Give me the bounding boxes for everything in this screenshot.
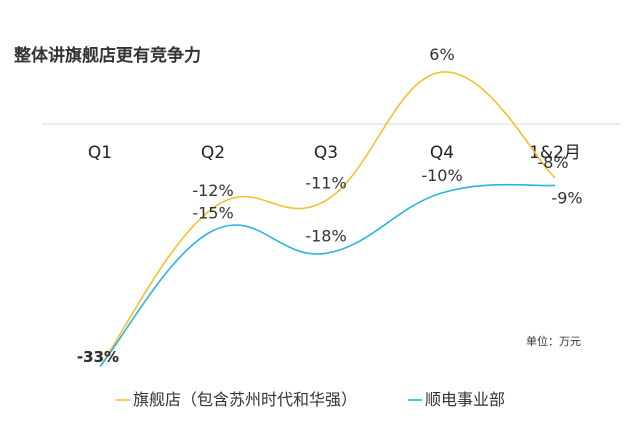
- unit-note: 单位：万元: [526, 334, 581, 348]
- legend-label: 顺电事业部: [425, 390, 505, 409]
- chart-title: 整体讲旗舰店更有竞争力: [14, 45, 201, 66]
- category-label: Q4: [430, 143, 454, 163]
- category-label: Q1: [88, 143, 112, 163]
- legend: 旗舰店（包含苏州时代和华强） 顺电事业部: [116, 390, 505, 409]
- data-label: -12%: [192, 181, 233, 200]
- category-label: 1&2月: [529, 143, 581, 163]
- data-label: -15%: [192, 204, 233, 223]
- series-line-1: [99, 71, 556, 368]
- data-label: -8%: [537, 153, 568, 172]
- category-label: Q2: [201, 143, 225, 163]
- series-lines: [99, 71, 556, 368]
- data-label: -11%: [305, 173, 346, 192]
- data-label: -33%: [77, 348, 119, 366]
- data-labels: -33%-12% -11%6%-8%-33%-15%-18%-10%-9%: [77, 45, 583, 366]
- data-label: 6%: [429, 45, 454, 64]
- data-label: -18%: [305, 226, 346, 245]
- data-label: -33%: [77, 348, 119, 366]
- legend-label: 旗舰店（包含苏州时代和华强）: [133, 390, 357, 409]
- data-label: -10%: [421, 166, 462, 185]
- data-label: -9%: [551, 188, 582, 207]
- series-line-2: [99, 183, 556, 368]
- category-label: Q3: [314, 143, 338, 163]
- category-labels: Q1 Q2 Q3 Q4 1&2月: [88, 143, 581, 163]
